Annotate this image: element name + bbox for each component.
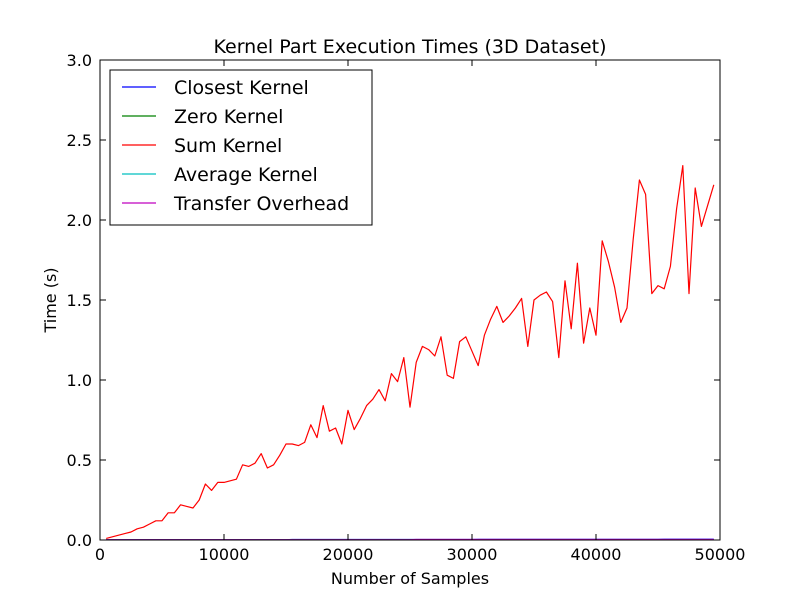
y-tick-label: 2.0 xyxy=(67,211,92,230)
y-tick-label: 0.5 xyxy=(67,451,92,470)
legend-label-average-kernel: Average Kernel xyxy=(174,164,318,186)
x-tick-label: 10000 xyxy=(199,545,250,564)
x-tick-label: 40000 xyxy=(571,545,622,564)
y-axis-label: Time (s) xyxy=(41,267,60,333)
y-tick-label: 2.5 xyxy=(67,131,92,150)
x-tick-label: 30000 xyxy=(447,545,498,564)
y-tick-label: 3.0 xyxy=(67,51,92,70)
legend: Closest Kernel Zero Kernel Sum Kernel Avera… xyxy=(110,70,372,225)
x-tick-label: 0 xyxy=(95,545,105,564)
y-tick-label: 1.5 xyxy=(67,291,92,310)
legend-label-closest-kernel: Closest Kernel xyxy=(174,77,309,99)
y-tick-label: 1.0 xyxy=(67,371,92,390)
legend-label-zero-kernel: Zero Kernel xyxy=(174,106,283,128)
x-tick-label: 20000 xyxy=(323,545,374,564)
legend-label-sum-kernel: Sum Kernel xyxy=(174,135,282,157)
x-tick-label: 50000 xyxy=(695,545,746,564)
chart-title: Kernel Part Execution Times (3D Dataset) xyxy=(214,36,607,58)
x-axis-label: Number of Samples xyxy=(331,569,489,588)
y-tick-label: 0.0 xyxy=(67,531,92,550)
legend-label-transfer-overhead: Transfer Overhead xyxy=(173,193,349,215)
